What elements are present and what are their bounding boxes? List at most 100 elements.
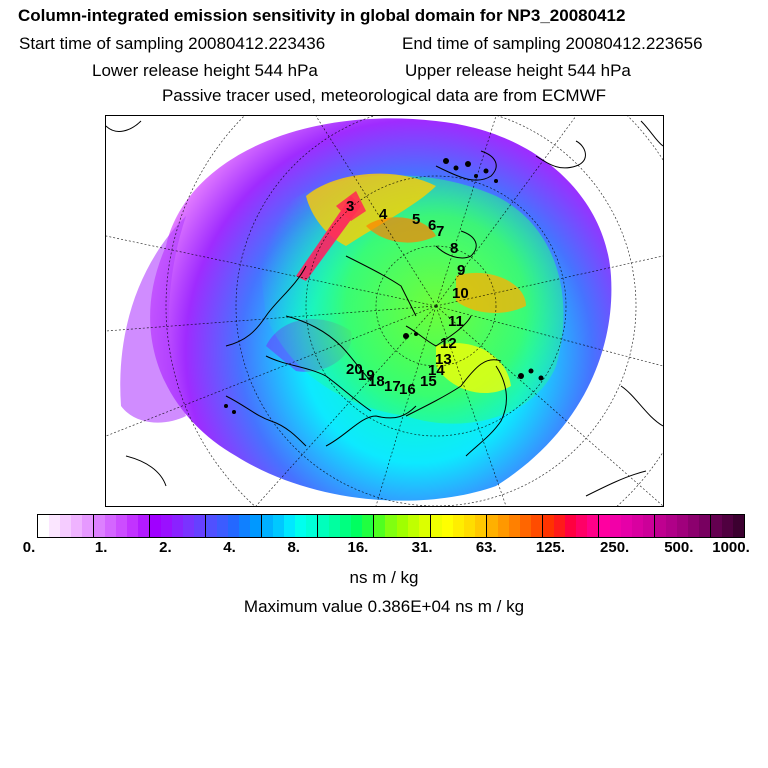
color-scale-cell: [631, 515, 643, 537]
color-scale-cell: [385, 515, 397, 537]
color-scale-tick-label: 16.: [347, 539, 369, 556]
color-scale-cell: [250, 515, 263, 537]
color-scale-cell: [273, 515, 285, 537]
emission-sensitivity-map: 3 4 5 6 7 8 9 10 11 12 13 14 15 16 17 18…: [105, 115, 664, 507]
trajectory-label: 3: [346, 198, 354, 215]
map-title: Column-integrated emission sensitivity i…: [18, 6, 626, 25]
maximum-value-text: Maximum value 0.386E+04 ns m / kg: [243, 597, 525, 616]
trajectory-label: 8: [450, 240, 458, 257]
color-scale-cell: [38, 515, 50, 537]
color-scale-tick-label: 4.: [223, 539, 236, 556]
color-scale-cell: [228, 515, 240, 537]
color-scale-cell: [564, 515, 576, 537]
color-scale-cell: [105, 515, 117, 537]
lower-release-height-text: Lower release height 544 hPa: [92, 61, 318, 80]
trajectory-label: 10: [452, 285, 469, 302]
color-scale-cell: [150, 515, 162, 537]
upper-release-height-text: Upper release height 544 hPa: [405, 61, 631, 80]
color-scale-tick-label: 2.: [159, 539, 172, 556]
color-scale-cell: [340, 515, 352, 537]
color-scale-cell: [116, 515, 128, 537]
trajectory-label: 4: [379, 206, 388, 223]
color-scale-tick-label: 500.: [664, 539, 694, 556]
color-scale-cell: [721, 515, 733, 537]
color-scale-cell: [441, 515, 453, 537]
color-scale-cell: [295, 515, 307, 537]
color-scale-bar: [37, 514, 745, 538]
color-scale-cell: [698, 515, 711, 537]
color-scale-cell: [351, 515, 363, 537]
trajectory-label: 18: [368, 373, 385, 390]
color-scale-cell: [306, 515, 319, 537]
unit-label: ns m / kg: [349, 568, 419, 587]
color-scale-cell: [486, 515, 498, 537]
color-scale-cell: [396, 515, 408, 537]
color-scale-cell: [609, 515, 621, 537]
trajectory-label: 20: [346, 361, 363, 378]
color-scale-cell: [262, 515, 274, 537]
color-scale-cell: [575, 515, 587, 537]
color-scale-cell: [676, 515, 688, 537]
color-scale-cell: [94, 515, 106, 537]
trajectory-label: 6: [428, 217, 436, 234]
color-scale-cell: [183, 515, 195, 537]
color-scale-cell: [519, 515, 531, 537]
color-scale-cell: [329, 515, 341, 537]
color-scale-cell: [586, 515, 599, 537]
color-scale-cell: [239, 515, 251, 537]
color-scale-cell: [430, 515, 442, 537]
color-scale-cell: [127, 515, 139, 537]
color-scale-cell: [284, 515, 296, 537]
color-scale-cell: [474, 515, 487, 537]
trajectory-label: 9: [457, 262, 465, 279]
color-scale-cell: [161, 515, 173, 537]
color-scale-cell: [687, 515, 699, 537]
trajectory-label: 7: [436, 223, 444, 240]
color-scale-cell: [598, 515, 610, 537]
color-scale-tick-label: 125.: [535, 539, 566, 556]
color-scale-cell: [452, 515, 464, 537]
color-scale-cell: [82, 515, 95, 537]
color-scale-cell: [194, 515, 207, 537]
trajectory-label: 12: [440, 335, 457, 352]
color-scale-tick-label: 31.: [411, 539, 433, 556]
trajectory-label: 16: [399, 381, 416, 398]
color-scale-cell: [407, 515, 419, 537]
trajectory-label: 19: [358, 367, 375, 384]
trajectory-label: 15: [420, 373, 437, 390]
trajectory-label: 5: [412, 211, 420, 228]
tracer-note: Passive tracer used, meteorological data…: [161, 86, 607, 105]
color-scale-cell: [418, 515, 431, 537]
trajectory-label: 11: [448, 313, 464, 330]
polar-projection-map: 3 4 5 6 7 8 9 10 11 12 13 14 15 16 17 18…: [106, 116, 663, 506]
color-scale-cell: [138, 515, 151, 537]
start-time-text: Start time of sampling 20080412.223436: [19, 34, 326, 53]
color-scale-cell: [49, 515, 61, 537]
color-scale-tick-label: 0.: [22, 539, 36, 556]
color-scale-cell: [497, 515, 509, 537]
trajectory-label: 13: [435, 351, 452, 368]
color-scale-cell: [665, 515, 677, 537]
color-scale-tick-label: 1000.: [712, 539, 750, 556]
color-scale-cell: [463, 515, 475, 537]
color-scale-cell: [732, 515, 744, 537]
trajectory-label: 14: [428, 362, 445, 379]
color-scale-cell: [206, 515, 218, 537]
color-scale-cell: [553, 515, 565, 537]
color-scale-cell: [217, 515, 229, 537]
color-scale-cell: [530, 515, 543, 537]
color-scale-cell: [508, 515, 520, 537]
color-scale-tick-label: 250.: [600, 539, 630, 556]
color-scale-tick-label: 63.: [475, 539, 497, 556]
color-scale-tick-label: 8.: [287, 539, 300, 556]
color-scale-cell: [620, 515, 632, 537]
color-scale-cell: [362, 515, 375, 537]
color-scale-cell: [318, 515, 330, 537]
color-scale-cell: [710, 515, 722, 537]
color-scale-cell: [654, 515, 666, 537]
trajectory-label: 17: [384, 378, 401, 395]
color-scale-cell: [642, 515, 655, 537]
color-scale-cell: [71, 515, 83, 537]
color-scale-cell: [542, 515, 554, 537]
end-time-text: End time of sampling 20080412.223656: [402, 34, 703, 53]
